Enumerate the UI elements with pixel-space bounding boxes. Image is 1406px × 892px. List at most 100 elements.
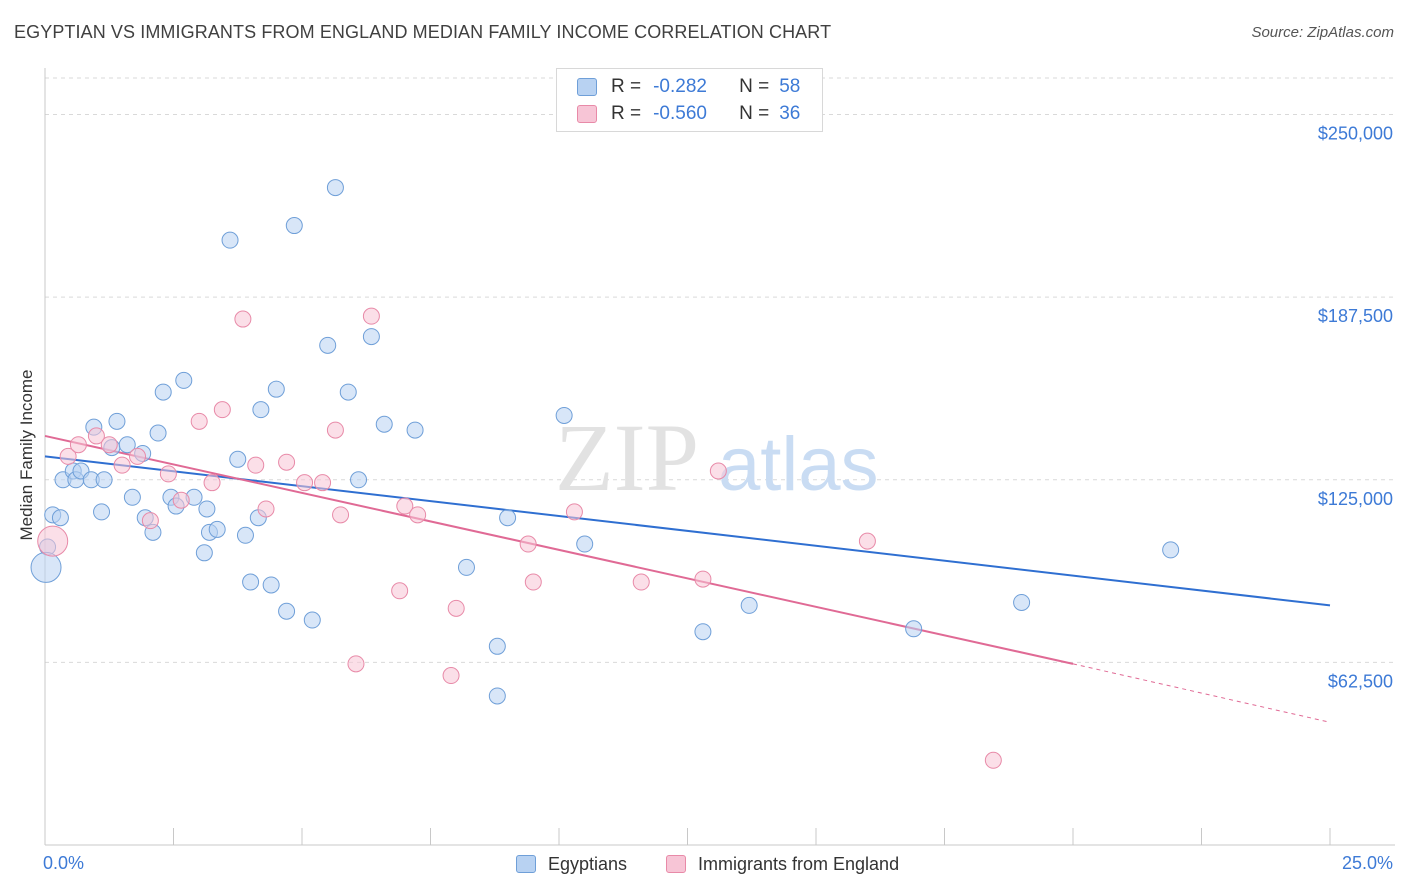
england-point	[694, 570, 712, 588]
england-point	[159, 465, 177, 483]
r-label: R =	[611, 76, 642, 97]
trend-lines	[44, 434, 1331, 723]
england-point	[391, 582, 409, 600]
egyptians-point	[252, 401, 270, 419]
egyptians-point	[694, 623, 712, 641]
egyptians-point	[123, 488, 141, 506]
england-point	[632, 573, 650, 591]
egyptians-swatch	[516, 855, 536, 873]
england-point	[396, 497, 414, 515]
england-point	[69, 436, 87, 454]
n-label: N =	[739, 103, 770, 124]
egyptians-points	[30, 179, 1180, 705]
england-point	[519, 535, 537, 553]
egyptians-point	[285, 217, 303, 235]
england-trend-extension	[1072, 663, 1331, 723]
england-point	[362, 307, 380, 325]
y-tick-label: $187,500	[1318, 306, 1393, 326]
r-label: R =	[611, 103, 642, 124]
england-point	[190, 412, 208, 430]
legend-row-egyptians: R = -0.282 N = 58	[577, 74, 800, 100]
y-tick-label: $62,500	[1328, 671, 1393, 691]
england-point	[565, 503, 583, 521]
england-point	[59, 447, 77, 465]
england-point	[172, 491, 190, 509]
y-tick-label: $250,000	[1318, 124, 1393, 144]
egyptians-swatch	[577, 78, 597, 96]
egyptians-point	[457, 558, 475, 576]
chart-title: EGYPTIAN VS IMMIGRANTS FROM ENGLAND MEDI…	[14, 22, 832, 42]
n-label: N =	[739, 76, 770, 97]
england-point	[347, 655, 365, 673]
england-point	[524, 573, 542, 591]
x-tick-labels: 0.0% 25.0%	[43, 853, 1393, 873]
watermark-zip: ZIP	[555, 404, 699, 511]
egyptians-point	[1013, 593, 1031, 611]
england-point	[141, 512, 159, 530]
bottom-legend-england: Immigrants from England	[666, 852, 899, 876]
legend-label: Egyptians	[548, 853, 628, 874]
england-points	[37, 307, 1002, 769]
r-value: -0.560	[653, 103, 707, 124]
egyptians-point	[108, 412, 126, 430]
legend-label: Immigrants from England	[698, 853, 900, 874]
england-point	[37, 525, 69, 557]
england-point	[326, 421, 344, 439]
n-value: 36	[779, 103, 801, 124]
egyptians-point	[208, 520, 226, 538]
egyptians-point	[339, 383, 357, 401]
egyptians-point	[326, 179, 344, 197]
england-point	[409, 506, 427, 524]
egyptians-point	[905, 620, 923, 638]
england-point	[100, 436, 118, 454]
england-point	[213, 401, 231, 419]
egyptians-point	[740, 596, 758, 614]
egyptians-point	[221, 231, 239, 249]
egyptians-point	[262, 576, 280, 594]
source-label: Source: ZipAtlas.com	[1251, 24, 1394, 41]
egyptians-point	[229, 450, 247, 468]
egyptians-point	[555, 406, 573, 424]
egyptians-point	[303, 611, 321, 629]
egyptians-point	[488, 637, 506, 655]
egyptians-point	[149, 424, 167, 442]
england-point	[332, 506, 350, 524]
egyptians-point	[375, 415, 393, 433]
england-trend-line	[44, 434, 1074, 665]
england-point	[278, 453, 296, 471]
x-tick-label: 25.0%	[1342, 853, 1393, 873]
y-tick-labels: $62,500 $125,000 $187,500 $250,000	[1318, 124, 1393, 692]
england-point	[984, 751, 1002, 769]
egyptians-point	[198, 500, 216, 518]
egyptians-point	[278, 602, 296, 620]
egyptians-point	[236, 526, 254, 544]
england-point	[314, 474, 332, 492]
england-point	[247, 456, 265, 474]
england-point	[113, 456, 131, 474]
egyptians-point	[267, 380, 285, 398]
england-point	[87, 427, 105, 445]
england-swatch	[666, 855, 686, 873]
stats-legend: R = -0.282 N = 58 R = -0.560 N = 36	[556, 68, 823, 132]
legend-row-england: R = -0.560 N = 36	[577, 101, 800, 127]
axes	[44, 68, 1395, 846]
egyptians-point	[488, 687, 506, 705]
egyptians-point	[51, 509, 69, 527]
egyptians-point	[30, 551, 62, 583]
egyptians-point	[319, 336, 337, 354]
egyptians-point	[93, 503, 111, 521]
england-point	[234, 310, 252, 328]
egyptians-trend-line	[44, 455, 1331, 607]
england-point	[203, 474, 221, 492]
england-point	[858, 532, 876, 550]
egyptians-point	[350, 471, 368, 489]
egyptians-point	[1162, 541, 1180, 559]
watermark-atlas: atlas	[718, 422, 879, 507]
egyptians-point	[118, 436, 136, 454]
egyptians-point	[576, 535, 594, 553]
x-tick-label: 0.0%	[43, 853, 84, 873]
england-point	[447, 599, 465, 617]
egyptians-point	[195, 544, 213, 562]
egyptians-point	[175, 371, 193, 389]
